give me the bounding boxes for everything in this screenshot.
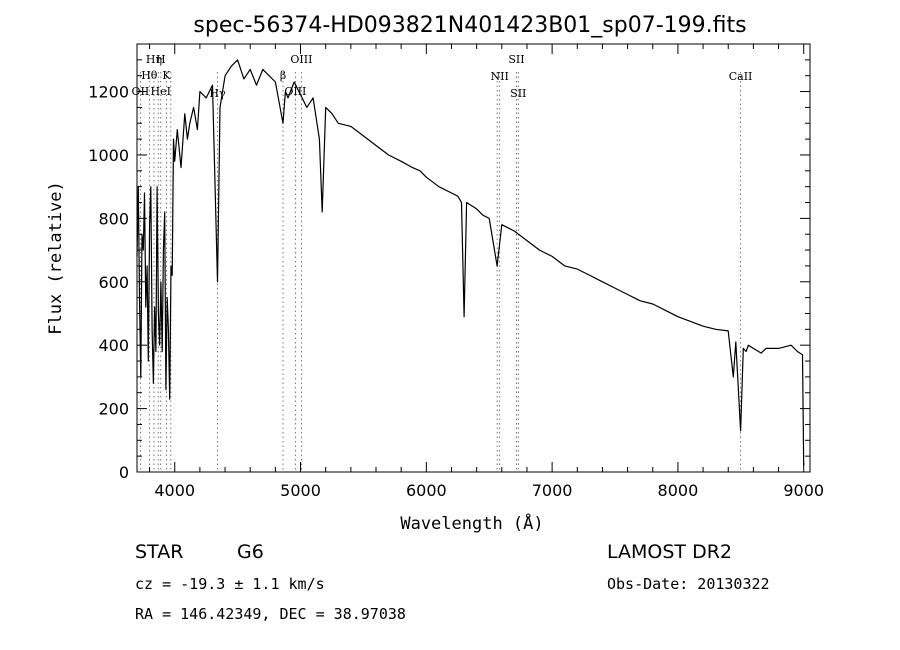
x-tick-label: 8000 <box>658 481 699 500</box>
y-tick-label: 400 <box>98 336 129 355</box>
line-label-h: H <box>156 53 166 66</box>
obs-date: Obs-Date: 20130322 <box>607 575 770 593</box>
line-label-caii: CaII <box>729 70 753 83</box>
object-class: STAR <box>135 541 183 563</box>
line-label-sii-bottom: SII <box>510 87 526 100</box>
x-axis-label: Wavelength (Å) <box>400 512 543 534</box>
line-label-k: K <box>162 69 171 82</box>
chart-title: spec-56374-HD093821N401423B01_sp07-199.f… <box>193 13 746 38</box>
y-tick-label: 600 <box>98 273 129 292</box>
y-tick-label: 0 <box>119 463 129 482</box>
survey-name: LAMOST DR2 <box>607 541 732 563</box>
x-tick-label: 6000 <box>406 481 447 500</box>
plot-frame <box>136 43 811 473</box>
redshift-cz: cz = -19.3 ± 1.1 km/s <box>135 575 325 593</box>
line-label-nii: NII <box>491 70 509 83</box>
y-axis-label: Flux (relative) <box>46 181 66 335</box>
spectrum-line <box>136 59 805 466</box>
line-label-oiii: OIII <box>290 53 312 66</box>
line-label-h-: Hη <box>146 53 162 66</box>
x-tick-label: 4000 <box>154 481 195 500</box>
y-axis-ticks: 0 200 400 600 800 1000 1200 <box>88 59 810 482</box>
y-tick-label: 800 <box>98 209 129 228</box>
subclass: G6 <box>237 541 264 563</box>
y-tick-label: 1000 <box>88 146 129 165</box>
line-label-sii-top: SII <box>508 53 524 66</box>
coordinates: RA = 146.42349, DEC = 38.97038 <box>135 605 406 623</box>
x-axis-ticks: 4000 5000 6000 7000 8000 9000 <box>149 44 824 500</box>
x-tick-label: 7000 <box>532 481 573 500</box>
line-label-h-: β <box>280 69 286 82</box>
y-tick-label: 200 <box>98 400 129 419</box>
emission-line-markers <box>139 72 741 472</box>
x-tick-label: 5000 <box>280 481 321 500</box>
x-tick-label: 9000 <box>783 481 824 500</box>
line-label-hei: HeI <box>151 85 171 98</box>
y-tick-label: 1200 <box>88 83 129 102</box>
line-label-h-: Hθ <box>141 69 158 82</box>
